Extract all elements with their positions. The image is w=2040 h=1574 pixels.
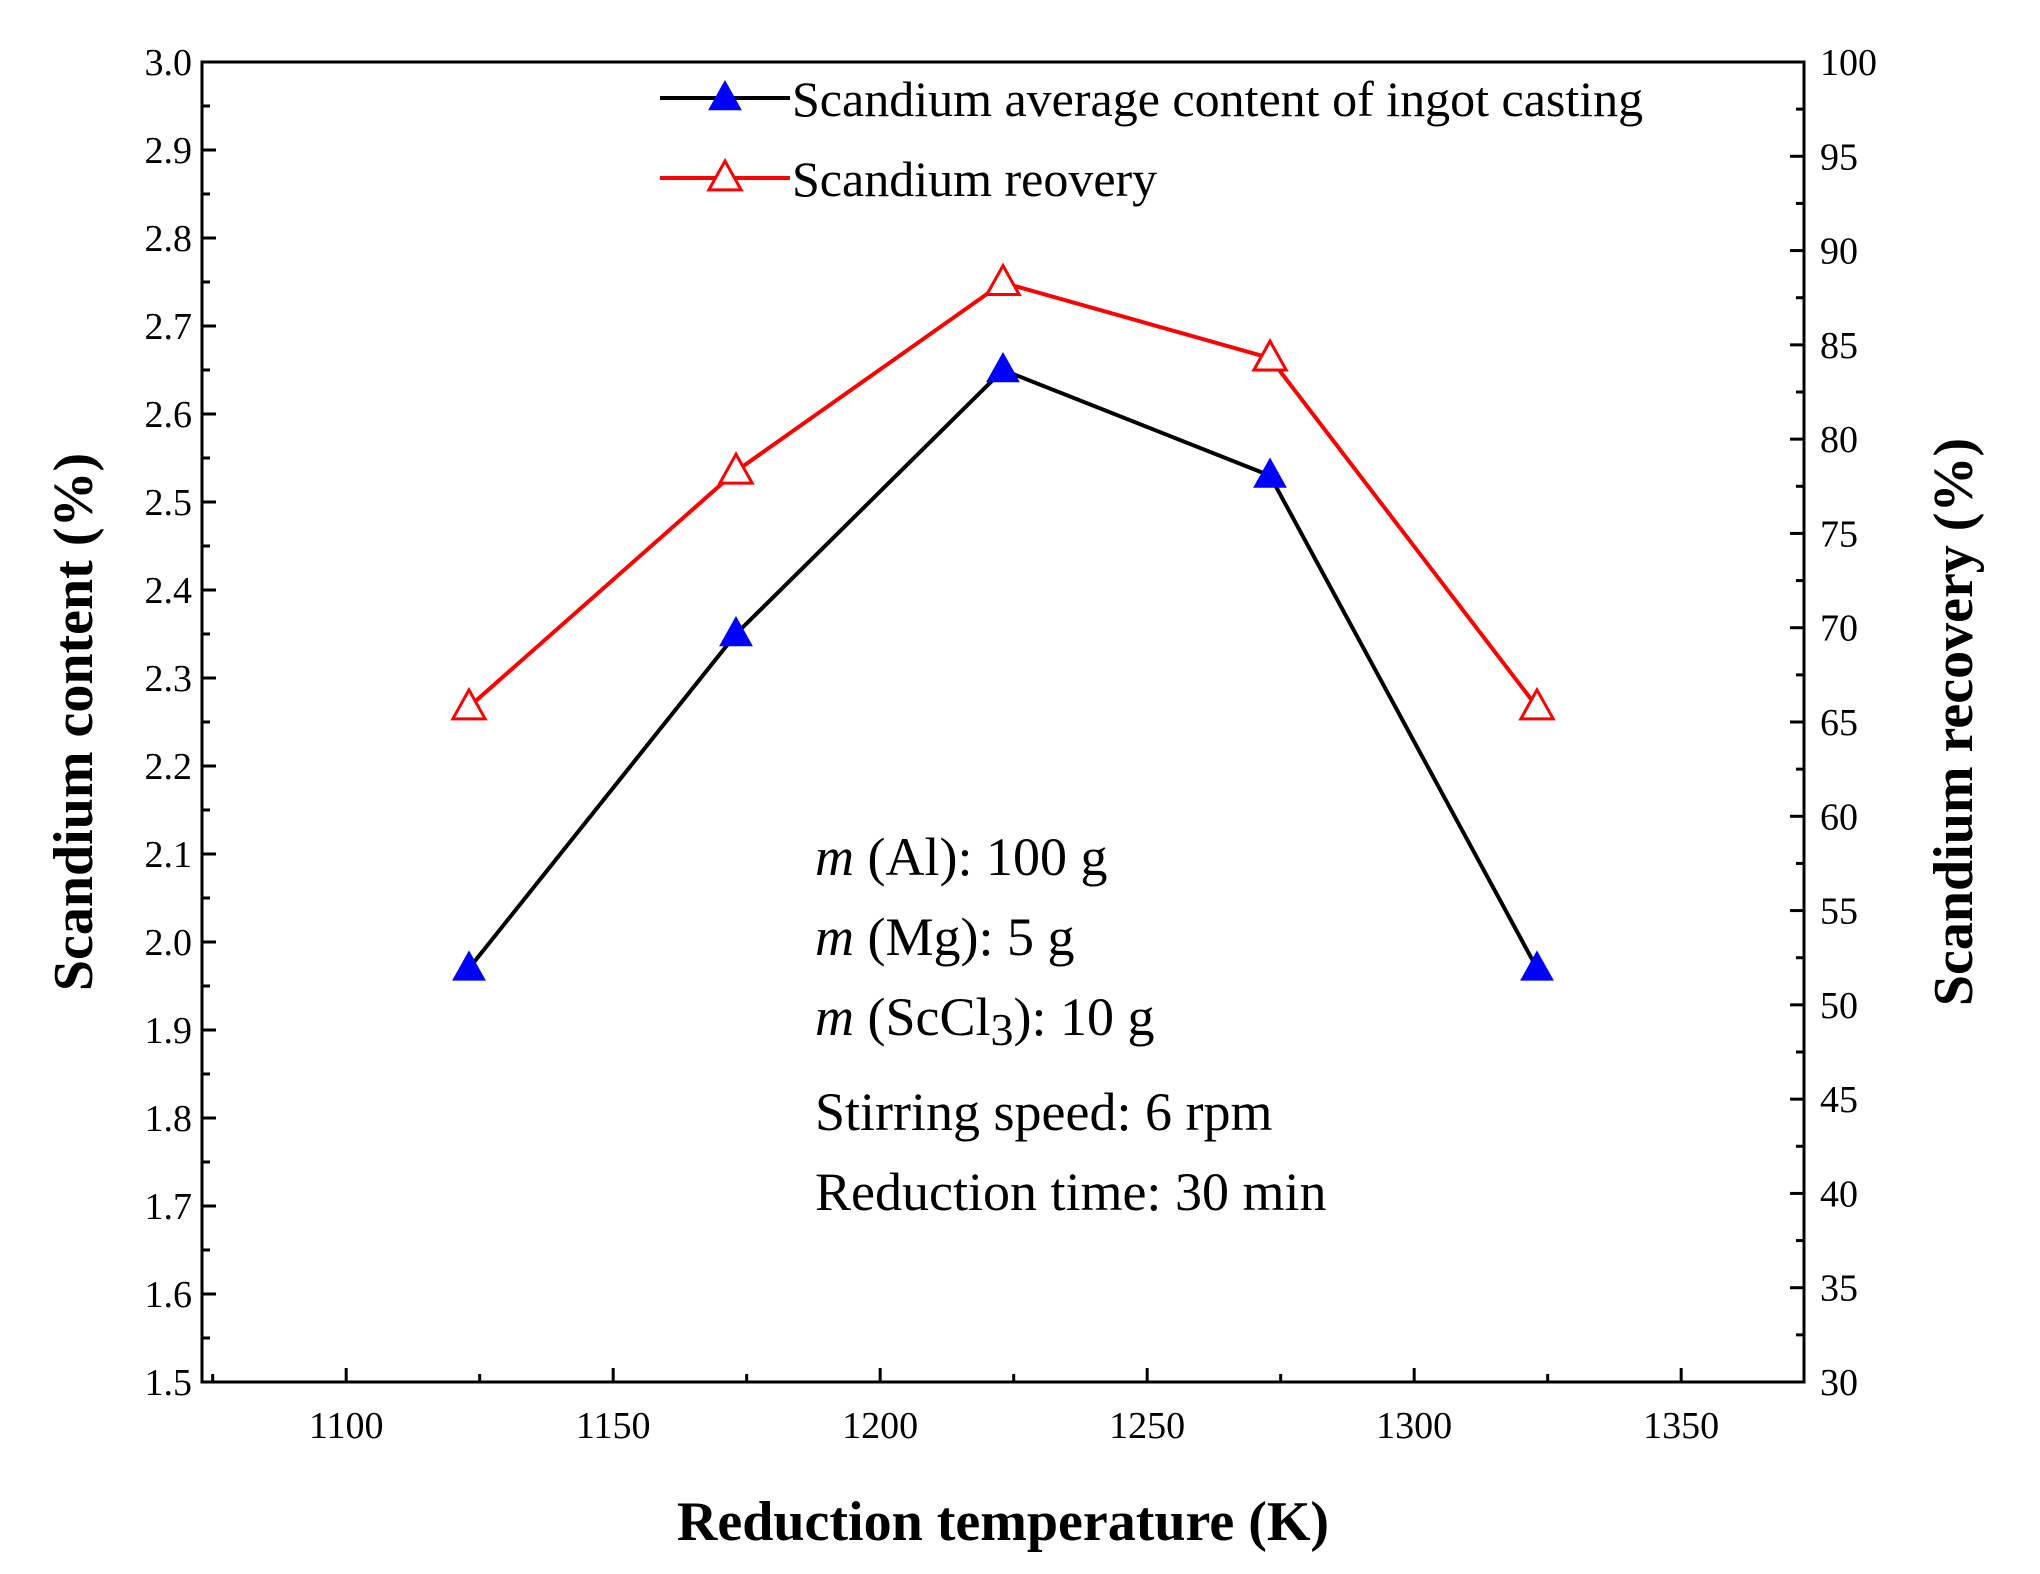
y-right-tick-label: 75 xyxy=(1820,513,1858,555)
y-left-tick-label: 2.2 xyxy=(145,746,193,788)
y-left-tick-label: 2.1 xyxy=(145,834,193,876)
series-1-point xyxy=(719,615,753,647)
legend-marker xyxy=(706,157,744,192)
y-left-tick-label: 1.9 xyxy=(145,1010,193,1052)
series-1-point xyxy=(1520,950,1554,981)
x-tick-label: 1150 xyxy=(576,1405,651,1447)
legend-label: Scandium average content of ingot castin… xyxy=(792,71,1643,127)
annotation-line: Stirring speed: 6 rpm xyxy=(815,1082,1272,1142)
y-right-tick-label: 40 xyxy=(1820,1173,1858,1215)
y-right-tick-label: 65 xyxy=(1820,702,1858,744)
y-right-tick-label: 50 xyxy=(1820,985,1858,1027)
series-1-point xyxy=(1253,457,1287,488)
y-right-tick-label: 80 xyxy=(1820,419,1858,461)
series-2-point xyxy=(717,451,755,485)
x-tick-label: 1200 xyxy=(842,1405,918,1447)
y-right-tick-label: 35 xyxy=(1820,1268,1858,1310)
y-left-tick-label: 1.8 xyxy=(145,1098,193,1140)
y-left-tick-label: 2.6 xyxy=(145,394,193,436)
annotation-line: Reduction time: 30 min xyxy=(815,1162,1326,1222)
y-left-tick-label: 2.7 xyxy=(145,306,193,348)
x-tick-label: 1300 xyxy=(1376,1405,1452,1447)
y-left-tick-label: 2.9 xyxy=(145,130,193,172)
ticks: 1100 1150 1200 1250 1300 1350 1.5 1.6 1.7 1.8 1.9 2… xyxy=(145,42,1878,1447)
annotations: m (Al): 100 g m (Mg): 5 g m (ScCl3): 10 g S… xyxy=(815,827,1326,1222)
series-layer xyxy=(450,262,1556,981)
y-right-tick-label: 95 xyxy=(1820,136,1858,178)
y-right-tick-label: 45 xyxy=(1820,1079,1858,1121)
y-left-tick-label: 2.0 xyxy=(145,922,193,964)
y-left-tick-label: 2.4 xyxy=(145,570,193,612)
legend: Scandium average content of ingot castin… xyxy=(660,71,1643,207)
x-tick-label: 1250 xyxy=(1109,1405,1185,1447)
series-1-point xyxy=(452,950,486,981)
y-right-tick-label: 85 xyxy=(1820,325,1858,367)
series-2-point xyxy=(1251,337,1289,372)
y-axis-title-left: Scandium content (%) xyxy=(43,453,105,991)
series-1-point xyxy=(986,351,1020,383)
legend-label: Scandium reovery xyxy=(792,151,1157,207)
y-right-tick-label: 70 xyxy=(1820,608,1858,650)
y-left-tick-label: 1.6 xyxy=(145,1274,193,1316)
series-2-point xyxy=(984,262,1022,297)
y-left-tick-label: 3.0 xyxy=(145,42,193,84)
y-right-tick-label: 60 xyxy=(1820,796,1858,838)
y-left-tick-label: 2.3 xyxy=(145,658,193,700)
x-tick-label: 1100 xyxy=(309,1405,384,1447)
x-axis-title: Reduction temperature (K) xyxy=(677,1491,1329,1553)
series-2-point xyxy=(1518,686,1556,721)
y-right-tick-label: 100 xyxy=(1820,42,1877,84)
y-left-tick-label: 2.5 xyxy=(145,482,193,524)
annotation-line: m (ScCl3): 10 g xyxy=(815,987,1155,1055)
y-left-tick-label: 2.8 xyxy=(145,218,193,260)
y-left-tick-label: 1.7 xyxy=(145,1186,193,1228)
y-left-tick-label: 1.5 xyxy=(145,1362,193,1404)
annotation-line: m (Mg): 5 g xyxy=(815,907,1074,967)
y-right-tick-label: 55 xyxy=(1820,891,1858,933)
y-axis-title-right: Scandium recovery (%) xyxy=(1923,438,1985,1006)
annotation-line: m (Al): 100 g xyxy=(815,827,1107,887)
legend-marker xyxy=(708,79,742,111)
series-2-point xyxy=(450,686,488,721)
y-right-tick-label: 90 xyxy=(1820,231,1858,273)
y-right-tick-label: 30 xyxy=(1820,1362,1858,1404)
x-tick-label: 1350 xyxy=(1643,1405,1719,1447)
series-line-2 xyxy=(467,280,1539,709)
